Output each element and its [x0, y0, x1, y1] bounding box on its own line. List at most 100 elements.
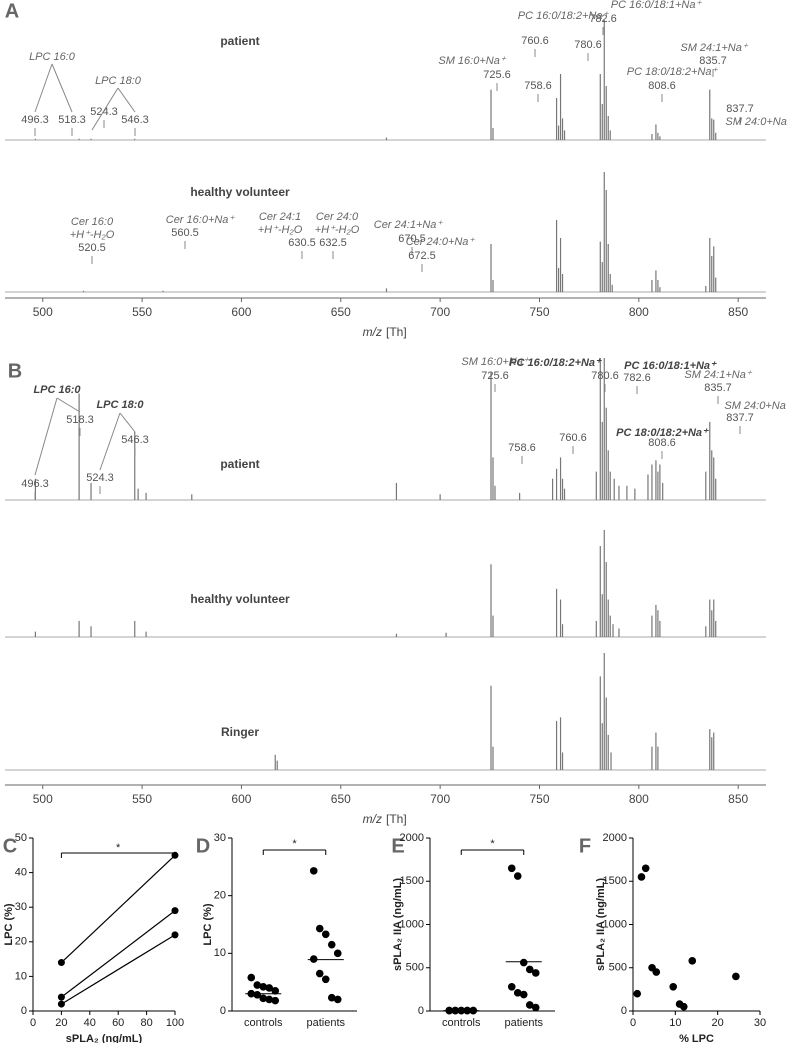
peak-label: 760.6	[521, 35, 549, 47]
peak-label: 837.7	[726, 412, 754, 424]
significance: *	[490, 838, 495, 850]
point	[652, 968, 661, 976]
peak-label: 518.3	[58, 114, 86, 126]
compound-label: SM 24:0+Na⁺	[724, 400, 787, 412]
peak-label: 837.7	[726, 103, 754, 115]
point	[309, 867, 318, 875]
point	[57, 959, 65, 967]
leader-line	[117, 87, 136, 113]
series-line	[61, 934, 176, 1005]
trace-name: patient	[220, 34, 259, 48]
compound-label: PC 16:0/18:1+Na⁺	[611, 0, 703, 11]
x-tick-label: 500	[33, 305, 53, 319]
point	[315, 924, 324, 933]
x-tick-label: 700	[430, 792, 450, 806]
x-tick-label: 20	[55, 1017, 67, 1029]
peak-label: 496.3	[21, 478, 49, 490]
x-tick-label: 750	[529, 792, 549, 806]
x-tick-label: 600	[231, 305, 251, 319]
point	[519, 990, 528, 999]
point	[525, 1001, 534, 1009]
point	[688, 957, 697, 965]
point	[271, 987, 280, 995]
x-tick-label: 650	[331, 792, 351, 806]
peak-label: 496.3	[21, 114, 49, 126]
y-tick-label: 10	[15, 970, 27, 982]
peak-label: 560.5	[171, 227, 199, 239]
point	[265, 984, 274, 992]
peak-label: 835.7	[704, 382, 732, 394]
point	[321, 975, 330, 984]
point	[247, 973, 256, 982]
compound-label: SM 16:0+Na⁺	[438, 55, 506, 67]
point	[507, 864, 516, 873]
compound-label: +H⁺-H₂O	[315, 224, 360, 236]
y-tick-label: 2000	[603, 832, 627, 844]
x-tick-label: 0	[630, 1017, 636, 1029]
peak-label: 835.7	[699, 55, 727, 67]
x-tick-label: patients	[306, 1017, 345, 1029]
peak-label: 546.3	[121, 434, 149, 446]
point	[531, 1003, 540, 1012]
significance: *	[116, 842, 121, 854]
compound-label: PC 16:0/18:2+Na⁺	[518, 10, 610, 22]
x-tick-label: controls	[442, 1017, 481, 1029]
compound-label: SM 16:0+Na⁺	[461, 356, 529, 368]
x-tick-label: 80	[140, 1017, 152, 1029]
peak-label: 808.6	[648, 80, 676, 92]
leader-line	[34, 397, 58, 476]
leader-line	[56, 397, 81, 413]
panel-letter: E	[391, 835, 404, 857]
y-axis-label: LPC (%)	[202, 903, 214, 946]
trace-name: healthy volunteer	[190, 592, 290, 606]
point	[315, 969, 324, 978]
x-tick-label: 20	[712, 1017, 724, 1029]
compound-label: LPC 18:0	[95, 75, 142, 87]
compound-label: SM 24:0+Na⁺	[725, 116, 787, 128]
point	[525, 965, 534, 974]
y-tick-label: 50	[15, 832, 27, 844]
x-tick-label: 60	[112, 1017, 124, 1029]
compound-label: SM 24:1+Na⁺	[680, 42, 748, 54]
point	[259, 994, 268, 1003]
compound-label: Cer 16:0	[71, 216, 114, 228]
significance: *	[292, 838, 297, 850]
panel-letter: C	[3, 835, 17, 857]
compound-label: SM 24:1+Na⁺	[684, 369, 752, 381]
leader-line	[91, 87, 119, 131]
point	[253, 991, 262, 999]
peak-label: 782.6	[589, 13, 617, 25]
y-tick-label: 1000	[603, 918, 627, 930]
point	[531, 969, 540, 977]
peak-label: 758.6	[508, 442, 536, 454]
compound-label: +H⁺-H₂O	[70, 229, 115, 241]
leader-line	[34, 63, 53, 113]
peak-label: 808.6	[648, 437, 676, 449]
compound-label: PC 16:0/18:1+Na⁺	[624, 360, 717, 372]
panel-letter: F	[579, 835, 591, 857]
x-tick-label: 850	[728, 305, 748, 319]
x-tick-label: 550	[132, 305, 152, 319]
point	[57, 993, 65, 1001]
y-tick-label: 2000	[400, 832, 424, 844]
y-axis-label: sPLA₂ IIA (ng/mL)	[595, 878, 607, 971]
compound-label: Cer 24:0+Na⁺	[406, 236, 476, 248]
point	[732, 972, 740, 981]
y-tick-label: 30	[214, 832, 226, 844]
x-axis-label: m/z	[363, 812, 382, 826]
compound-label: PC 18:0/18:2+Na⁺	[627, 66, 719, 78]
point	[669, 982, 678, 991]
x-tick-label: 750	[529, 305, 549, 319]
point	[513, 989, 522, 997]
x-tick-label: 40	[84, 1017, 96, 1029]
y-tick-label: 40	[15, 867, 27, 879]
point	[641, 864, 650, 873]
leader-line	[119, 412, 136, 433]
y-tick-label: 10	[214, 947, 226, 959]
point	[333, 949, 342, 958]
point	[57, 1000, 65, 1008]
point	[507, 982, 516, 991]
x-tick-label: 600	[231, 792, 251, 806]
point	[513, 872, 522, 880]
y-tick-label: 20	[214, 890, 226, 902]
